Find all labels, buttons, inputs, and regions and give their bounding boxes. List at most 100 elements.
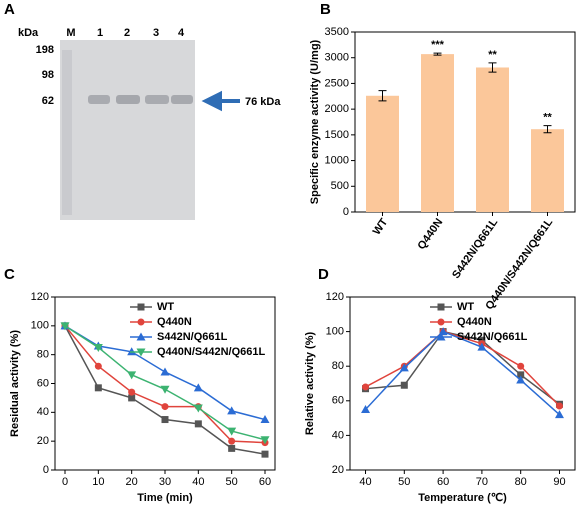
point bbox=[361, 404, 371, 413]
point bbox=[517, 371, 525, 379]
x-tick-label: WT bbox=[371, 216, 391, 237]
y-tick-label: 100 bbox=[31, 320, 49, 332]
y-tick-label: 1000 bbox=[325, 154, 349, 166]
legend-marker bbox=[137, 318, 145, 326]
point bbox=[194, 420, 202, 428]
legend-marker bbox=[437, 303, 445, 311]
bar bbox=[476, 67, 509, 212]
legend-label: S442N/Q661L bbox=[157, 331, 228, 343]
x-tick-label: 30 bbox=[159, 476, 171, 488]
point bbox=[161, 416, 169, 424]
point bbox=[362, 383, 370, 391]
bar bbox=[531, 129, 564, 212]
y-tick-label: 20 bbox=[332, 464, 344, 476]
plot-frame bbox=[354, 31, 576, 213]
point bbox=[261, 450, 269, 458]
marker-label: 62 bbox=[42, 95, 54, 107]
y-tick-label: 120 bbox=[31, 291, 49, 303]
x-tick-label: 0 bbox=[62, 476, 68, 488]
point bbox=[228, 437, 236, 445]
y-tick-label: 60 bbox=[332, 395, 344, 407]
annotation: ** bbox=[543, 112, 552, 124]
y-tick-label: 500 bbox=[331, 180, 349, 192]
y-tick-label: 20 bbox=[37, 435, 49, 447]
panel-label: B bbox=[320, 1, 331, 18]
point bbox=[127, 371, 137, 380]
point bbox=[193, 383, 203, 392]
x-tick-label: 80 bbox=[515, 476, 527, 488]
error-bar bbox=[543, 125, 552, 134]
series-line bbox=[365, 330, 560, 405]
point bbox=[477, 342, 487, 351]
legend-label: Q440N/S442N/Q661L bbox=[157, 346, 266, 358]
legend-marker bbox=[437, 318, 445, 326]
panel-label: A bbox=[4, 1, 15, 18]
gel-panel: A kDa M 1 2 3 4 198 98 62 76 kDa bbox=[4, 1, 281, 220]
gel bbox=[60, 40, 195, 220]
point bbox=[400, 381, 408, 389]
x-axis-label: Temperature (℃) bbox=[418, 492, 507, 504]
point bbox=[227, 406, 237, 415]
y-tick-label: 60 bbox=[37, 377, 49, 389]
legend-label: Q440N bbox=[457, 316, 492, 328]
point bbox=[227, 427, 237, 436]
plot-frame bbox=[349, 296, 576, 471]
y-tick-label: 40 bbox=[332, 429, 344, 441]
y-tick-label: 100 bbox=[326, 326, 344, 338]
x-tick-label: 60 bbox=[259, 476, 271, 488]
point bbox=[260, 436, 270, 445]
bar bbox=[366, 95, 399, 212]
x-tick-label: 50 bbox=[226, 476, 238, 488]
y-tick-label: 0 bbox=[43, 464, 49, 476]
point bbox=[128, 394, 136, 402]
annotation: *** bbox=[431, 39, 445, 51]
legend-label: Q440N bbox=[157, 316, 192, 328]
y-tick-label: 80 bbox=[37, 349, 49, 361]
x-tick-label: 90 bbox=[553, 476, 565, 488]
x-tick-label: 60 bbox=[437, 476, 449, 488]
band bbox=[145, 95, 169, 104]
y-axis-label: Specific enzyme activity (U/mg) bbox=[309, 39, 321, 204]
legend-label: WT bbox=[157, 301, 174, 313]
y-axis-label: Residual activity (%) bbox=[9, 330, 21, 437]
y-tick-label: 1500 bbox=[325, 129, 349, 141]
point bbox=[193, 404, 203, 413]
band bbox=[88, 95, 110, 104]
point bbox=[555, 402, 563, 410]
point bbox=[517, 362, 525, 370]
point bbox=[161, 403, 169, 411]
point bbox=[94, 362, 102, 370]
y-tick-label: 0 bbox=[343, 206, 349, 218]
annotation: ** bbox=[488, 49, 497, 61]
legend-marker bbox=[136, 348, 146, 357]
x-tick-label: 10 bbox=[92, 476, 104, 488]
point bbox=[60, 322, 70, 331]
band bbox=[116, 95, 140, 104]
legend-marker bbox=[136, 332, 146, 341]
band bbox=[171, 95, 193, 104]
lane-label: 3 bbox=[153, 27, 159, 39]
point bbox=[554, 410, 564, 419]
y-tick-label: 2000 bbox=[325, 103, 349, 115]
y-tick-label: 120 bbox=[326, 291, 344, 303]
lane-label: 4 bbox=[178, 27, 185, 39]
x-tick-label: 40 bbox=[359, 476, 371, 488]
panel-label: C bbox=[4, 266, 15, 283]
y-axis-label: Relative activity (%) bbox=[304, 332, 316, 436]
legend-marker bbox=[137, 303, 145, 311]
x-tick-label: 20 bbox=[126, 476, 138, 488]
y-tick-label: 80 bbox=[332, 360, 344, 372]
arrow-label: 76 kDa bbox=[245, 96, 281, 108]
point bbox=[160, 385, 170, 394]
point bbox=[160, 367, 170, 376]
lane-label: 1 bbox=[97, 27, 103, 39]
x-tick-label: 50 bbox=[398, 476, 410, 488]
x-tick-label: 40 bbox=[192, 476, 204, 488]
series-line bbox=[365, 330, 561, 407]
point bbox=[260, 415, 270, 424]
error-bar bbox=[488, 62, 497, 73]
x-tick-label: S442N/Q661L bbox=[450, 216, 500, 281]
lane-label: M bbox=[66, 27, 75, 39]
point bbox=[516, 375, 526, 384]
